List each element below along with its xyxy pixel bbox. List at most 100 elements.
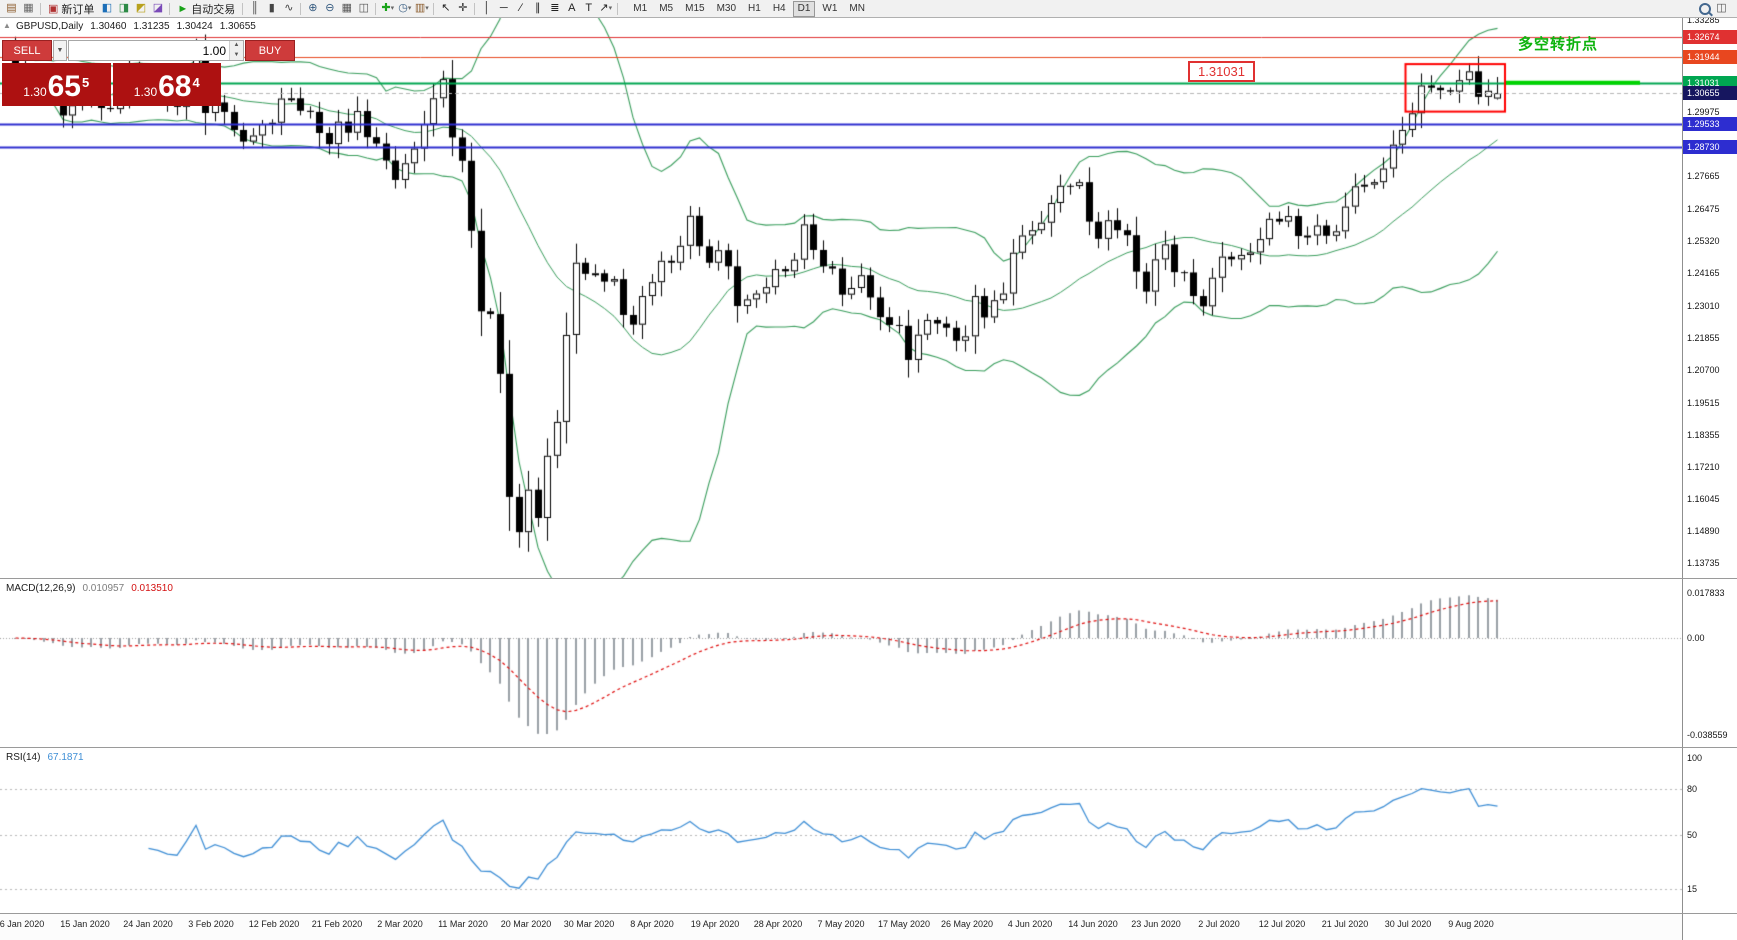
toolbar-separator bbox=[474, 2, 476, 15]
terminal-icon[interactable]: ◪ bbox=[149, 1, 166, 16]
search-icon[interactable] bbox=[1696, 1, 1713, 16]
rsi-name: RSI(14) bbox=[6, 752, 41, 763]
text-icon-glyph: A bbox=[568, 2, 576, 14]
pane-separator[interactable] bbox=[0, 913, 1737, 914]
shapes-icon[interactable]: ↗ ▾ bbox=[597, 1, 614, 16]
cascade-windows-icon[interactable]: ◫ bbox=[355, 1, 372, 16]
navigator-icon-glyph: ◩ bbox=[135, 2, 147, 14]
label-icon[interactable]: T bbox=[580, 1, 597, 16]
bars-chart-icon[interactable]: ║ bbox=[246, 1, 263, 16]
templates-icon[interactable]: ▥ ▾ bbox=[413, 1, 430, 16]
vertical-line-icon-glyph: │ bbox=[483, 2, 491, 14]
macd-label: MACD(12,26,9) 0.010957 0.013510 bbox=[6, 583, 173, 594]
vertical-line-icon[interactable]: │ bbox=[478, 1, 495, 16]
timeframe-m1-button[interactable]: M1 bbox=[633, 2, 648, 14]
templates-icon-glyph: ▥ bbox=[414, 2, 426, 14]
close-value: 1.30655 bbox=[219, 21, 256, 32]
crosshair-icon[interactable]: ✛ bbox=[454, 1, 471, 16]
date-label: 19 Apr 2020 bbox=[690, 919, 740, 929]
volume-input[interactable] bbox=[69, 41, 229, 60]
dropdown-caret-icon: ▾ bbox=[608, 5, 613, 12]
timeframe-w1-button[interactable]: W1 bbox=[822, 2, 838, 14]
data-window-icon[interactable]: ◨ bbox=[115, 1, 132, 16]
price-axis-label: 1.16045 bbox=[1687, 493, 1720, 504]
date-label: 21 Feb 2020 bbox=[311, 919, 363, 929]
date-label: 17 May 2020 bbox=[877, 919, 931, 929]
equidistant-channel-icon[interactable]: ∥ bbox=[529, 1, 546, 16]
autotrading-button[interactable]: ► 自动交易 bbox=[173, 1, 239, 16]
new-order-button[interactable]: ▣ 新订单 bbox=[44, 1, 98, 16]
turning-point-annotation: 多空转折点 bbox=[1518, 36, 1599, 53]
bars-chart-icon-glyph: ║ bbox=[250, 2, 259, 14]
date-label: 30 Jul 2020 bbox=[1384, 919, 1432, 929]
market-watch-icon[interactable]: ◧ bbox=[98, 1, 115, 16]
pane-separator[interactable] bbox=[0, 578, 1737, 579]
date-label: 24 Jan 2020 bbox=[123, 919, 173, 929]
dropdown-caret-icon: ▾ bbox=[407, 5, 412, 12]
price-axis[interactable]: 1.33285 1.29975 1.27665 1.26475 1.25320 1.241… bbox=[1682, 0, 1737, 940]
chart-shift-icon-glyph: ◫ bbox=[1716, 2, 1727, 14]
magnifier-glyph bbox=[1698, 2, 1711, 15]
indicators-add-icon[interactable]: ✚ ▾ bbox=[379, 1, 396, 16]
rsi-label: RSI(14) 67.1871 bbox=[6, 752, 84, 763]
periods-icon-glyph: ◷ bbox=[398, 2, 408, 14]
timeframe-d1-button[interactable]: D1 bbox=[792, 0, 816, 17]
chart-canvas[interactable] bbox=[0, 0, 1682, 940]
periods-icon[interactable]: ◷ ▾ bbox=[396, 1, 413, 16]
zoom-out-icon[interactable]: ⊖ bbox=[321, 1, 338, 16]
volume-decrement-button[interactable]: ▼ bbox=[230, 50, 243, 60]
buy-price-button[interactable]: 1.30 68 4 bbox=[112, 63, 221, 106]
macd-main-value: 0.010957 bbox=[82, 583, 125, 594]
text-icon[interactable]: A bbox=[563, 1, 580, 16]
timeframe-h1-button[interactable]: H1 bbox=[748, 2, 761, 14]
sell-button[interactable]: SELL bbox=[2, 40, 52, 61]
navigator-icon[interactable]: ◩ bbox=[132, 1, 149, 16]
price-badge: 1.32674 bbox=[1683, 30, 1737, 45]
chart-shift-icon[interactable]: ◫ bbox=[1713, 1, 1730, 16]
date-label: 8 Apr 2020 bbox=[630, 919, 674, 929]
one-click-panel-toggle[interactable]: ▲ bbox=[3, 21, 11, 30]
cursor-icon[interactable]: ↖ bbox=[437, 1, 454, 16]
chart-title: GBPUSD,Daily 1.30460 1.31235 1.30424 1.30655 bbox=[16, 21, 263, 32]
line-chart-icon[interactable]: ∿ bbox=[280, 1, 297, 16]
price-axis-label: 1.14890 bbox=[1687, 526, 1720, 537]
buy-button[interactable]: BUY bbox=[245, 40, 295, 61]
fibonacci-icon[interactable]: ≣ bbox=[546, 1, 563, 16]
profiles-icon[interactable]: ▦ bbox=[20, 1, 37, 16]
toolbar-separator bbox=[40, 2, 41, 15]
ask-big-figure: 1.30 bbox=[133, 85, 158, 99]
date-label: 30 Mar 2020 bbox=[563, 919, 615, 929]
timeframe-h4-button[interactable]: H4 bbox=[772, 2, 786, 14]
price-badge: 1.28730 bbox=[1683, 139, 1737, 154]
date-axis[interactable]: 6 Jan 2020 15 Jan 2020 24 Jan 2020 3 Feb 20… bbox=[0, 914, 1682, 940]
trendline-icon[interactable]: ∕ bbox=[512, 1, 529, 16]
timeframe-m30-button[interactable]: M30 bbox=[716, 2, 737, 14]
open-value: 1.30460 bbox=[90, 21, 127, 32]
candlestick-chart-icon[interactable]: ▮ bbox=[263, 1, 280, 16]
date-label: 20 Mar 2020 bbox=[500, 919, 552, 929]
macd-axis-label: 0.00 bbox=[1687, 633, 1705, 643]
horizontal-line-icon[interactable]: ─ bbox=[495, 1, 512, 16]
toolbar-separator bbox=[169, 2, 171, 15]
tile-windows-icon[interactable]: ▦ bbox=[338, 1, 355, 16]
fibonacci-icon-glyph: ≣ bbox=[550, 2, 560, 14]
market-watch-icon-glyph: ◧ bbox=[101, 2, 113, 14]
timeframe-m15-button[interactable]: M15 bbox=[685, 2, 705, 14]
toolbar-separator bbox=[375, 2, 377, 15]
toolbar: ▤ ▦ ▣ 新订单 ◧ ◨ ◩ ◪ ► 自动交易 ║ ▮ ∿ ⊕ ⊖ ▦ ◫ ✚ ▾ ◷ ▾ ▥ ▾ ↖ ✛ │ ─ ∕ ∥ ≣ A T ↗ ▾ … bbox=[0, 0, 1737, 18]
pane-separator[interactable] bbox=[0, 747, 1737, 748]
timeframe-m5-button[interactable]: M5 bbox=[659, 2, 674, 14]
zoom-in-icon[interactable]: ⊕ bbox=[304, 1, 321, 16]
timeframe-mn-button[interactable]: MN bbox=[849, 2, 865, 14]
toolbar-left-group: ▤ ▦ ▣ 新订单 ◧ ◨ ◩ ◪ ► 自动交易 ║ ▮ ∿ ⊕ ⊖ ▦ ◫ ✚ ▾ ◷ ▾ ▥ ▾ ↖ ✛ │ ─ ∕ ∥ ≣ A T ↗ ▾ bbox=[3, 1, 621, 16]
volume-increment-button[interactable]: ▲ bbox=[230, 41, 243, 51]
price-level-flag: 1.31031 bbox=[1188, 61, 1255, 82]
high-value: 1.31235 bbox=[133, 21, 170, 32]
rsi-axis-label: 80 bbox=[1687, 783, 1698, 794]
toolbar-separator bbox=[300, 2, 302, 15]
rsi-axis-label: 100 bbox=[1687, 753, 1703, 763]
order-type-dropdown[interactable]: ▼ bbox=[53, 40, 67, 61]
sell-price-button[interactable]: 1.30 65 5 bbox=[2, 63, 111, 106]
data-window-icon-glyph: ◨ bbox=[118, 2, 130, 14]
new-chart-icon[interactable]: ▤ bbox=[3, 1, 20, 16]
